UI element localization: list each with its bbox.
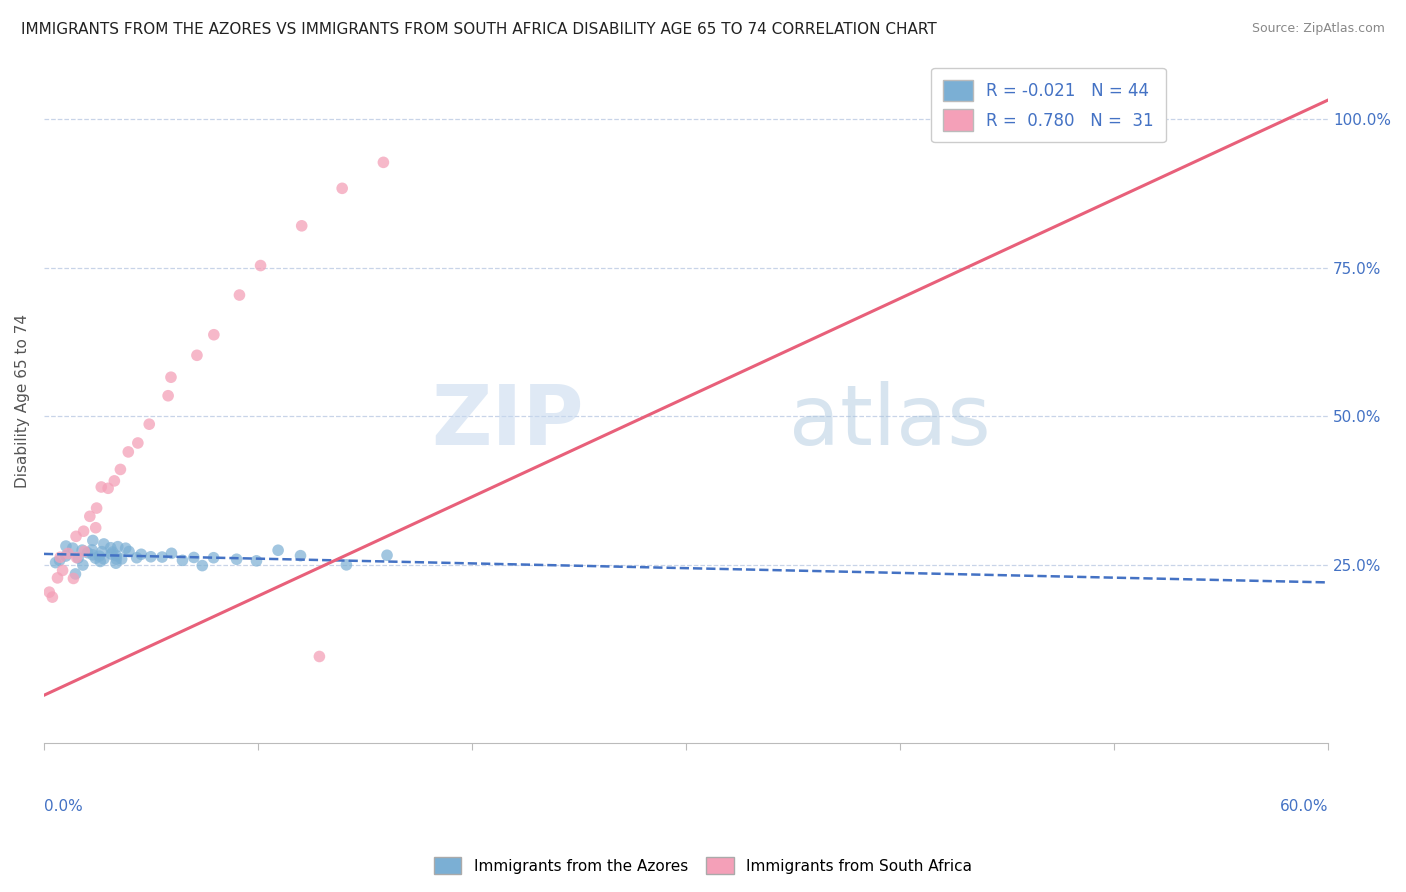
Point (335, 558, 357, 572)
Point (111, 552, 134, 566)
Point (157, 389, 180, 403)
Point (249, 259, 271, 273)
Point (72, 558, 94, 572)
Point (84, 551, 107, 566)
Point (93, 537, 115, 551)
Point (62, 541, 84, 556)
Point (80, 542, 103, 557)
Point (150, 549, 173, 564)
Point (76, 546, 98, 560)
Point (93, 552, 115, 566)
Point (183, 550, 205, 565)
Y-axis label: Disability Age 65 to 74: Disability Age 65 to 74 (15, 314, 30, 488)
Point (191, 558, 214, 573)
Point (290, 549, 312, 563)
Point (56, 546, 79, 560)
Point (65, 550, 87, 565)
Point (90, 480, 112, 494)
Point (129, 547, 152, 561)
Point (101, 545, 124, 559)
Text: 0.0%: 0.0% (44, 799, 83, 814)
Point (82, 533, 104, 548)
Point (202, 327, 225, 342)
Point (104, 556, 127, 570)
Point (291, 219, 314, 233)
Point (228, 288, 250, 302)
Point (90, 544, 112, 558)
Point (86, 501, 108, 516)
Text: atlas: atlas (789, 381, 990, 462)
Point (105, 552, 128, 566)
Point (41, 590, 63, 604)
Point (84, 521, 107, 535)
Point (48, 553, 70, 567)
Point (118, 544, 141, 558)
Point (267, 543, 290, 558)
Point (55, 539, 77, 553)
Point (97, 481, 120, 495)
Point (375, 548, 398, 562)
Point (127, 436, 149, 450)
Point (73, 544, 96, 558)
Text: ZIP: ZIP (430, 381, 583, 462)
Point (225, 552, 247, 566)
Point (49, 550, 72, 565)
Point (110, 462, 132, 476)
Point (373, 155, 395, 169)
Point (82, 548, 104, 562)
Point (38, 585, 60, 599)
Text: 60.0%: 60.0% (1279, 799, 1329, 814)
Point (72, 524, 94, 539)
Point (117, 445, 139, 459)
Point (172, 553, 194, 567)
Legend: Immigrants from the Azores, Immigrants from South Africa: Immigrants from the Azores, Immigrants f… (427, 851, 979, 880)
Point (330, 181, 353, 195)
Point (100, 547, 122, 561)
Point (70, 543, 93, 558)
Point (138, 417, 160, 432)
Point (105, 549, 128, 563)
Point (55, 549, 77, 563)
Point (160, 546, 183, 560)
Point (89, 549, 111, 563)
Point (65, 566, 87, 581)
Point (79, 509, 101, 524)
Point (107, 540, 129, 554)
Point (125, 550, 148, 565)
Point (139, 549, 162, 564)
Point (308, 649, 330, 664)
Point (160, 370, 183, 384)
Point (202, 550, 225, 565)
Point (52, 563, 75, 577)
Point (46, 571, 69, 585)
Point (89, 554, 111, 568)
Point (114, 541, 136, 556)
Point (186, 348, 208, 362)
Point (100, 541, 122, 555)
Point (245, 554, 267, 568)
Text: IMMIGRANTS FROM THE AZORES VS IMMIGRANTS FROM SOUTH AFRICA DISABILITY AGE 65 TO : IMMIGRANTS FROM THE AZORES VS IMMIGRANTS… (21, 22, 936, 37)
Legend: R = -0.021   N = 44, R =  0.780   N =  31: R = -0.021 N = 44, R = 0.780 N = 31 (931, 68, 1166, 143)
Point (67, 551, 90, 566)
Point (65, 529, 87, 543)
Text: Source: ZipAtlas.com: Source: ZipAtlas.com (1251, 22, 1385, 36)
Point (103, 474, 125, 488)
Point (45, 556, 67, 570)
Point (62, 571, 84, 585)
